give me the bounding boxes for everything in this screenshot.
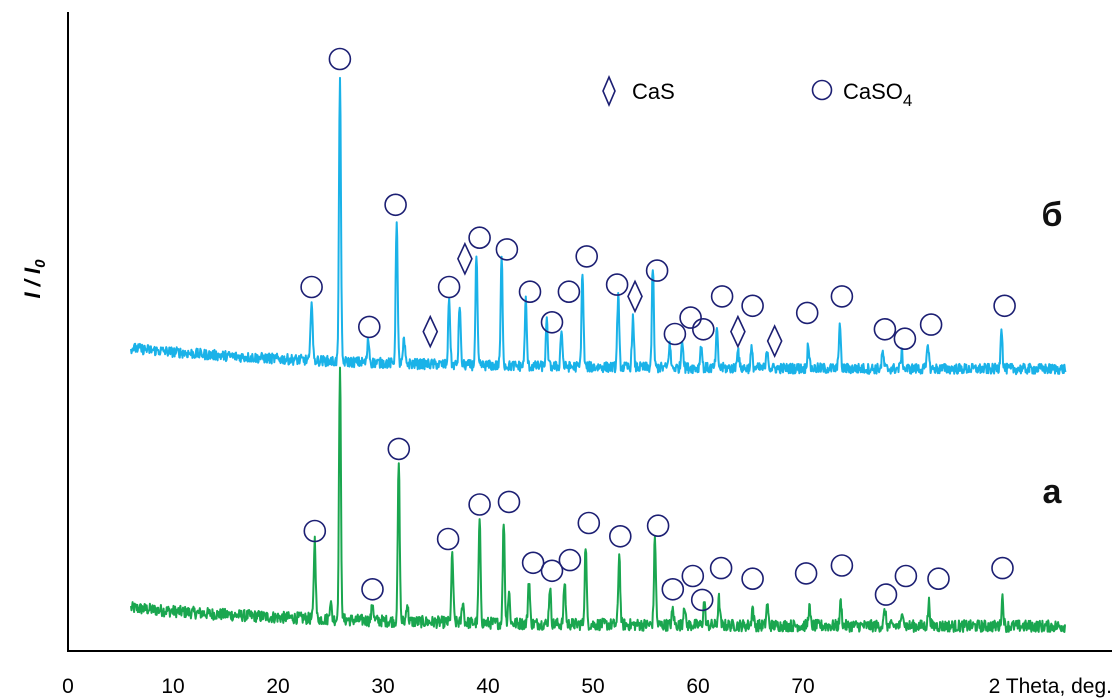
caso4-marker-a: [436, 527, 460, 551]
series-line-b: [130, 76, 1067, 376]
caso4-marker-a: [681, 564, 705, 588]
caso4-marker-b: [893, 327, 917, 351]
x-tick-label: 70: [791, 675, 814, 698]
caso4-marker-b: [540, 310, 564, 334]
cas-marker-b: [730, 314, 746, 349]
caso4-marker-b: [710, 285, 734, 308]
x-tick-label: 40: [476, 675, 499, 698]
series-line-a: [130, 366, 1066, 633]
caso4-marker-a: [303, 519, 327, 543]
caso4-marker-a: [709, 556, 733, 580]
cas-marker-b: [627, 279, 643, 314]
series-curves: [130, 76, 1067, 633]
caso4-marker-b: [557, 280, 581, 304]
caso4-marker-b: [645, 259, 669, 282]
legend-label-cas: CaS: [632, 79, 675, 104]
caso4-marker-b: [437, 275, 461, 299]
caso4-marker-b: [663, 322, 687, 346]
x-tick-label: 0: [62, 675, 74, 698]
cas-marker-b: [422, 314, 439, 349]
x-tick-label: 10: [161, 675, 184, 698]
x-tick-labels: 0 10 20 30 40 50 60 70: [62, 675, 815, 698]
caso4-marker-b: [679, 306, 702, 329]
caso4-marker-b: [495, 238, 519, 261]
caso4-marker-b: [328, 47, 352, 71]
caso4-marker-a: [521, 551, 545, 575]
caso4-marker-b: [830, 285, 854, 308]
x-tick-label: 60: [686, 675, 709, 698]
curve-label-a: а: [1043, 473, 1063, 511]
caso4-marker-b: [919, 313, 943, 336]
caso4-marker-a: [894, 564, 918, 588]
diamond-icon: [602, 74, 616, 108]
caso4-marker-b: [873, 317, 897, 341]
caso4-marker-a: [577, 511, 601, 535]
caso4-marker-a: [991, 556, 1014, 580]
caso4-marker-b: [518, 280, 542, 304]
y-axis-label: I / I0: [20, 259, 49, 299]
caso4-marker-a: [361, 577, 384, 601]
caso4-marker-a: [646, 514, 670, 538]
caso4-marker-b: [993, 294, 1016, 318]
curve-label-b: б: [1041, 196, 1062, 234]
caso4-marker-b: [605, 273, 629, 296]
caso4-marker-a: [661, 577, 685, 601]
caso4-marker-a: [540, 559, 564, 583]
x-tick-label: 50: [581, 675, 604, 698]
cas-marker-b: [457, 241, 473, 276]
caso4-marker-b: [575, 245, 599, 268]
legend-item-cas: CaS: [602, 74, 675, 108]
caso4-marker-b: [357, 315, 381, 339]
caso4-marker-b: [468, 226, 491, 249]
caso4-marker-a: [608, 524, 632, 548]
caso4-marker-a: [874, 583, 898, 606]
caso4-marker-a: [558, 548, 582, 572]
caso4-marker-a: [690, 588, 714, 612]
caso4-marker-b: [691, 317, 715, 341]
legend: CaS CaSO4: [602, 74, 912, 110]
caso4-marker-b: [300, 275, 323, 299]
caso4-marker-a: [387, 437, 411, 461]
caso4-marker-a: [927, 567, 950, 591]
caso4-marker-a: [830, 554, 854, 577]
legend-label-caso4: CaSO4: [843, 79, 912, 110]
axes: [67, 12, 1112, 652]
x-axis-label: 2 Theta, deg.: [989, 675, 1112, 698]
caso4-marker-b: [384, 193, 407, 217]
x-tick-label: 20: [266, 675, 289, 698]
cas-marker-b: [766, 324, 783, 358]
caso4-marker-b: [795, 301, 819, 325]
caso4-marker-a: [794, 562, 818, 585]
caso4-marker-a: [497, 490, 521, 514]
legend-item-caso4: CaSO4: [811, 79, 912, 110]
circle-icon: [811, 79, 833, 101]
caso4-marker-a: [468, 493, 491, 516]
caso4-marker-b: [741, 294, 764, 318]
x-tick-label: 30: [371, 675, 394, 698]
phase-markers: [300, 47, 1016, 612]
caso4-marker-a: [741, 567, 764, 591]
